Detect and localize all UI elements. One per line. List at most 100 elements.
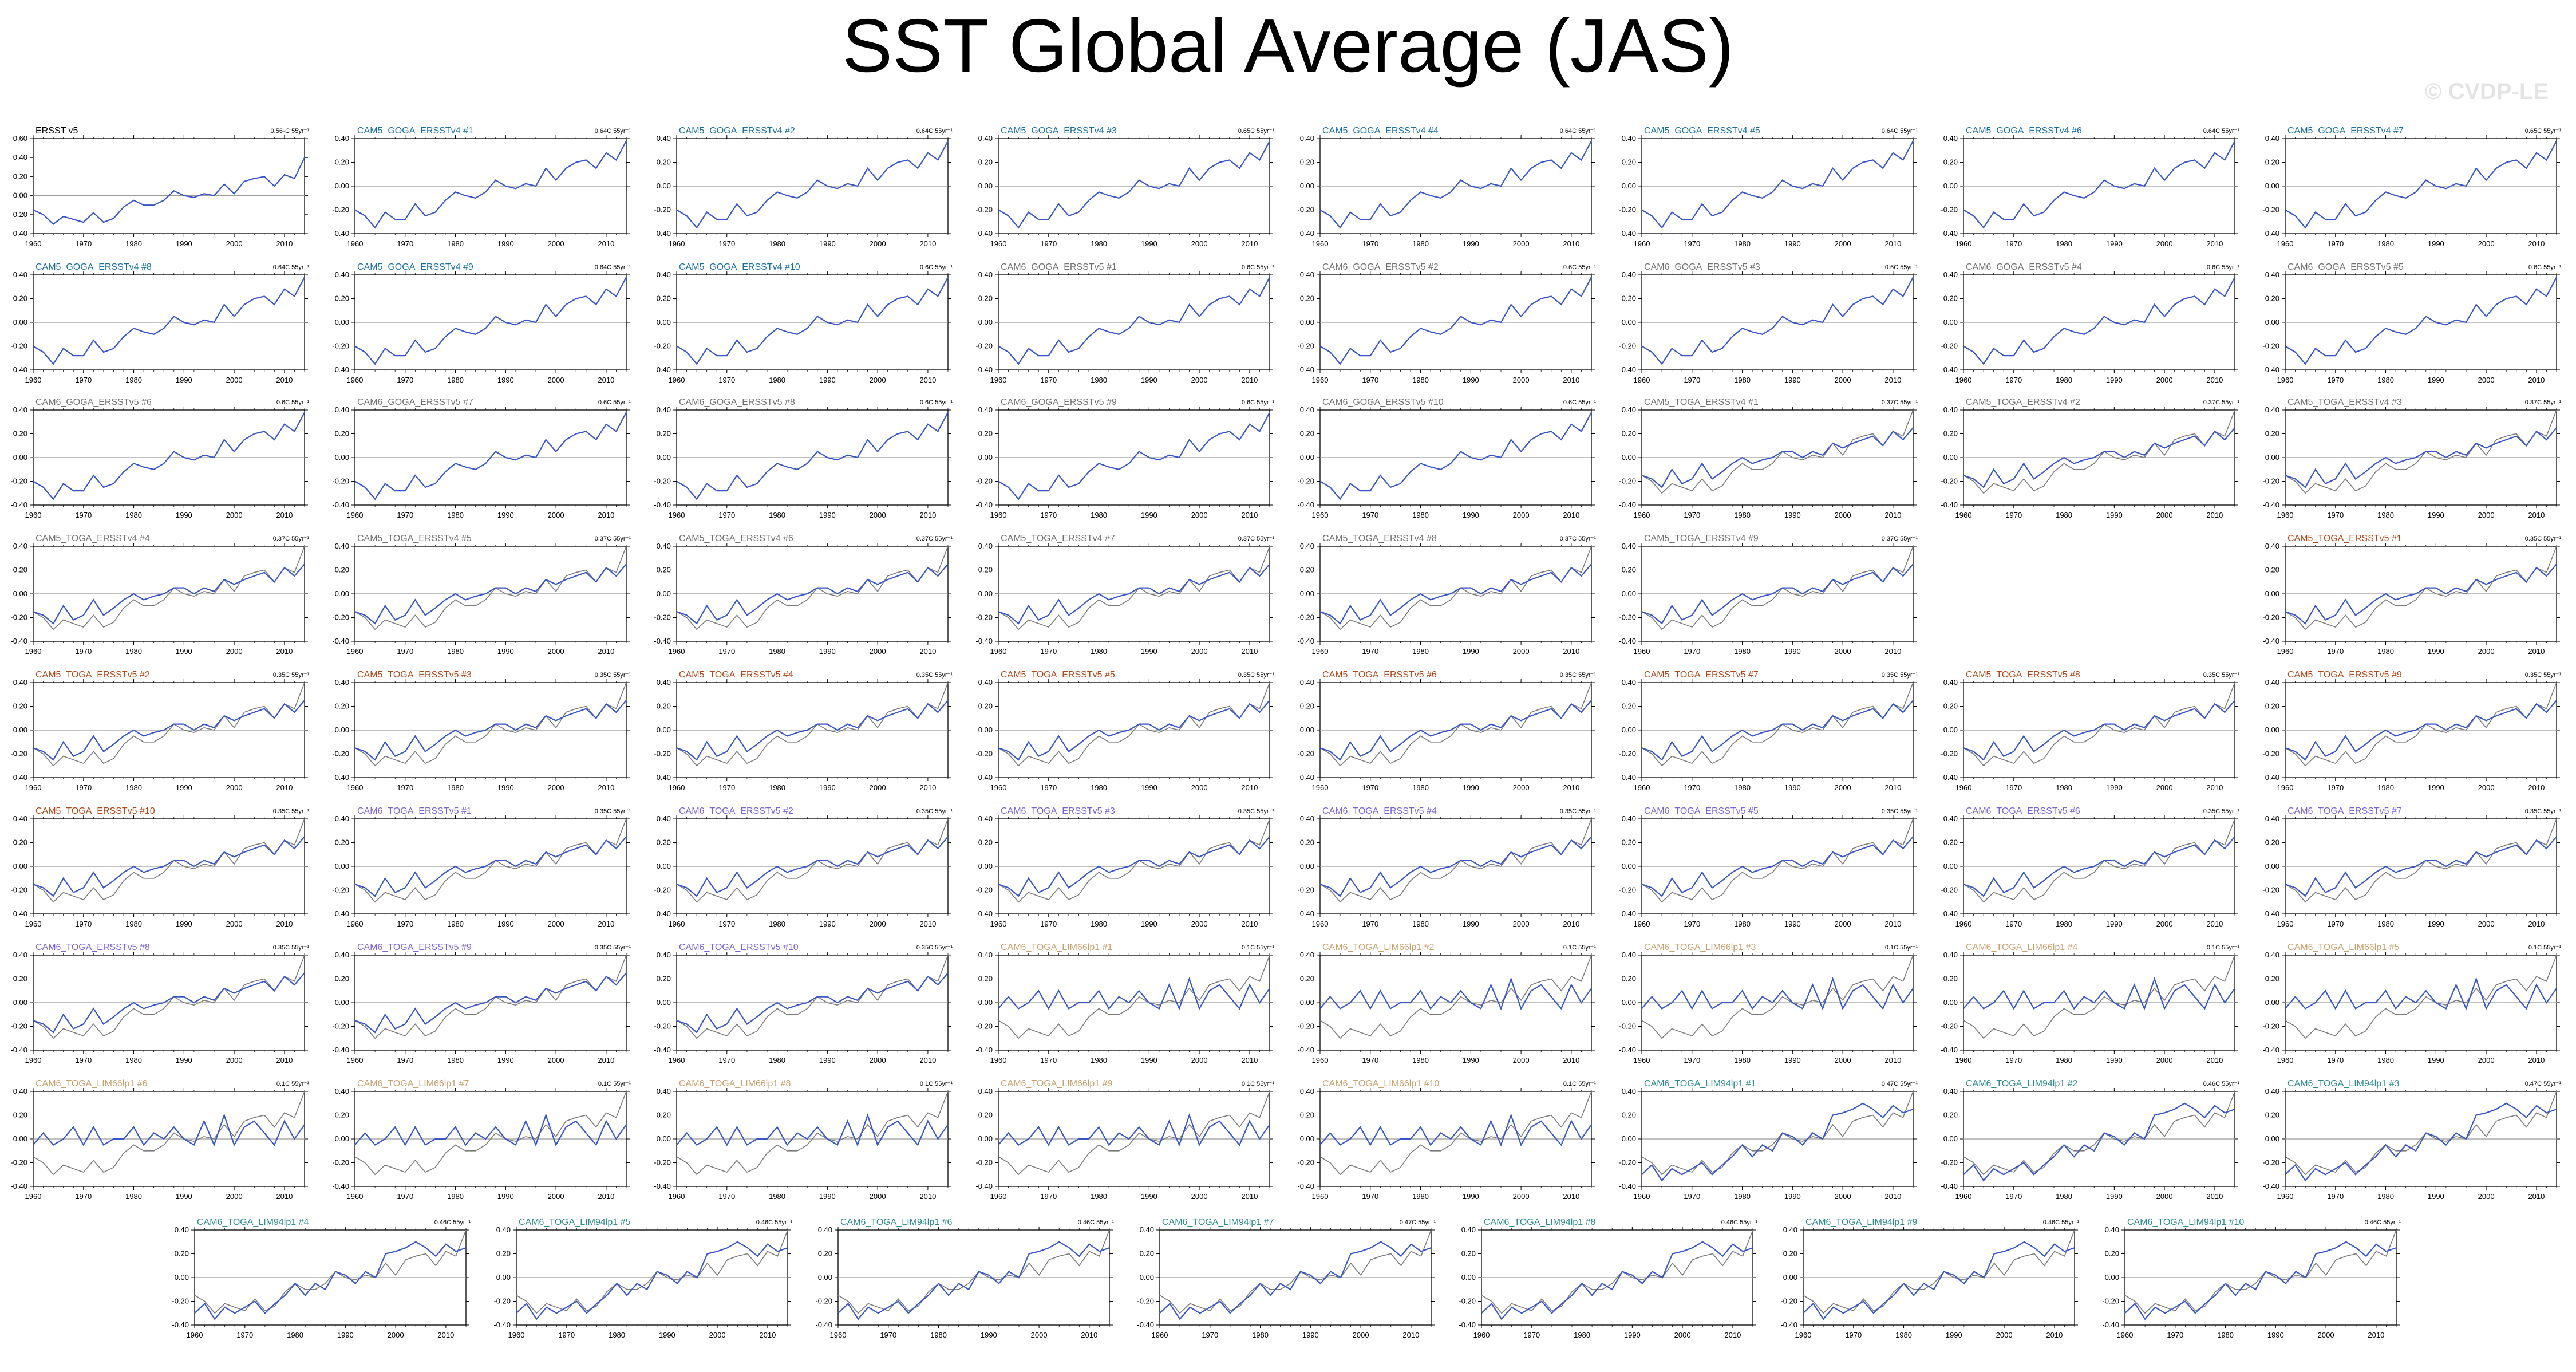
observed-series-line (354, 546, 627, 630)
y-tick-label: -0.20 (1619, 477, 1636, 486)
x-tick-label: 1970 (2005, 376, 2022, 384)
chart-panel: CAM6_TOGA_LIM94lp1 #3 0.47C 55yr⁻¹ 0.40 0.2… (2252, 1078, 2573, 1211)
y-tick-label: 0.00 (657, 453, 671, 462)
x-tick-label: 1990 (1141, 1192, 1157, 1201)
model-series-line (998, 412, 1270, 500)
y-tick-label: 0.40 (1622, 1087, 1636, 1095)
chart-panel: CAM6_TOGA_LIM66lp1 #5 0.1C 55yr⁻¹ 0.40 0.20… (2252, 941, 2573, 1074)
y-tick-label: 0.00 (335, 589, 349, 598)
x-tick-label: 1990 (176, 511, 192, 519)
x-tick-label: 1970 (718, 1192, 735, 1201)
y-tick-label: -0.40 (654, 365, 671, 374)
y-tick-label: -0.20 (172, 1297, 189, 1306)
y-tick-label: -0.40 (10, 500, 27, 509)
panel-title: CAM6_GOGA_ERSSTv5 #6 (35, 397, 152, 407)
y-tick-label: 0.40 (657, 678, 671, 687)
panel-trend-label: 0.35C 55yr⁻¹ (1881, 808, 1918, 815)
y-tick-label: 0.00 (1622, 589, 1636, 598)
chart-panel: CAM5_TOGA_ERSSTv4 #6 0.37C 55yr⁻¹ 0.40 0.20… (643, 533, 964, 665)
x-tick-label: 1970 (397, 1192, 413, 1201)
x-tick-label: 2000 (548, 783, 564, 792)
y-tick-label: 0.40 (2265, 270, 2279, 279)
x-tick-label: 1990 (1463, 239, 1479, 248)
observed-series-line (1963, 955, 2235, 1039)
y-tick-label: -0.40 (493, 1320, 511, 1329)
chart-panel: CAM6_TOGA_ERSSTv5 #2 0.35C 55yr⁻¹ 0.40 0.20… (643, 805, 964, 938)
x-tick-label: 1960 (669, 1192, 685, 1201)
x-tick-label: 1960 (1955, 239, 1972, 248)
chart-panel: CAM6_TOGA_ERSSTv5 #1 0.35C 55yr⁻¹ 0.40 0.20… (322, 805, 642, 938)
panel-trend-label: 0.46C 55yr⁻¹ (2364, 1219, 2401, 1226)
model-series-line (998, 1113, 1270, 1147)
y-tick-label: 0.00 (1943, 182, 1958, 190)
panel-trend-label: 0.35C 55yr⁻¹ (272, 672, 309, 679)
panel-trend-label: 0.35C 55yr⁻¹ (2524, 808, 2561, 815)
y-tick-label: -0.20 (332, 613, 349, 622)
y-tick-label: -0.20 (1619, 750, 1636, 758)
x-tick-label: 1960 (1634, 783, 1650, 792)
y-tick-label: -0.40 (332, 500, 349, 509)
x-tick-label: 1980 (2056, 239, 2072, 248)
y-tick-label: 0.40 (2265, 134, 2279, 143)
model-series-line (1803, 1241, 2075, 1320)
y-tick-label: 0.40 (657, 542, 671, 550)
y-tick-label: 0.00 (818, 1273, 832, 1282)
panel-title: CAM6_TOGA_ERSSTv5 #5 (1644, 806, 1759, 816)
y-tick-label: -0.20 (975, 750, 993, 758)
x-tick-label: 1980 (447, 511, 464, 519)
observed-series-line (1319, 1091, 1592, 1176)
x-tick-label: 2000 (870, 783, 886, 792)
observed-series-line (1963, 1091, 2235, 1176)
x-tick-label: 1990 (176, 647, 192, 656)
x-tick-label: 1990 (1141, 511, 1157, 519)
chart-panel: CAM6_GOGA_ERSSTv5 #2 0.6C 55yr⁻¹ 0.40 0.20 0… (1287, 261, 1607, 394)
x-tick-label: 2000 (1513, 1192, 1530, 1201)
panel-title: CAM6_GOGA_ERSSTv5 #9 (1001, 397, 1117, 407)
y-tick-label: 0.20 (1943, 975, 1958, 983)
y-tick-label: 0.20 (2265, 158, 2279, 167)
x-tick-label: 1990 (176, 1192, 192, 1201)
x-tick-label: 1960 (1152, 1331, 1168, 1339)
y-tick-label: 0.00 (657, 182, 671, 190)
chart-panel: CAM5_TOGA_ERSSTv4 #1 0.37C 55yr⁻¹ 0.40 0.20… (1609, 396, 1929, 529)
y-tick-label: 0.00 (2265, 726, 2279, 734)
x-tick-label: 1970 (2327, 511, 2344, 519)
x-tick-label: 2010 (1563, 1056, 1579, 1065)
x-tick-label: 1990 (497, 1192, 514, 1201)
x-tick-label: 2010 (2528, 239, 2545, 248)
y-tick-label: 0.40 (1622, 951, 1636, 959)
panel-trend-label: 0.6C 55yr⁻¹ (1563, 264, 1596, 271)
model-series-line (2285, 977, 2557, 1011)
panel-title: CAM6_GOGA_ERSSTv5 #10 (1322, 397, 1444, 407)
panel-trend-label: 0.35C 55yr⁻¹ (594, 944, 631, 951)
chart-panel: CAM5_TOGA_ERSSTv4 #7 0.37C 55yr⁻¹ 0.40 0.20… (965, 533, 1286, 665)
y-tick-label: -0.20 (1459, 1297, 1476, 1306)
x-tick-label: 1980 (2056, 1056, 2072, 1065)
panel-trend-label: 0.1C 55yr⁻¹ (1563, 1081, 1596, 1087)
x-tick-label: 1970 (1040, 239, 1057, 248)
x-tick-label: 1960 (25, 1192, 42, 1201)
x-tick-label: 1980 (287, 1331, 303, 1339)
observed-series-line (33, 546, 305, 630)
y-tick-label: 0.20 (2105, 1249, 2119, 1258)
x-tick-label: 1980 (125, 239, 142, 248)
y-tick-label: 0.40 (657, 1087, 671, 1095)
panel-title: CAM5_TOGA_ERSSTv5 #7 (1644, 670, 1759, 680)
y-tick-label: 0.00 (1461, 1273, 1476, 1282)
x-tick-label: 1980 (2377, 647, 2394, 656)
x-tick-label: 2000 (548, 1192, 564, 1201)
y-tick-label: 0.40 (13, 270, 27, 279)
y-tick-label: -0.40 (1297, 637, 1314, 645)
model-series-line (1641, 1102, 1914, 1182)
x-tick-label: 2010 (276, 1056, 293, 1065)
x-tick-label: 1990 (1141, 376, 1157, 384)
model-series-line (1641, 140, 1914, 229)
y-tick-label: 0.00 (1622, 182, 1636, 190)
x-tick-label: 1970 (397, 239, 413, 248)
observed-series-line (1641, 1091, 1914, 1176)
